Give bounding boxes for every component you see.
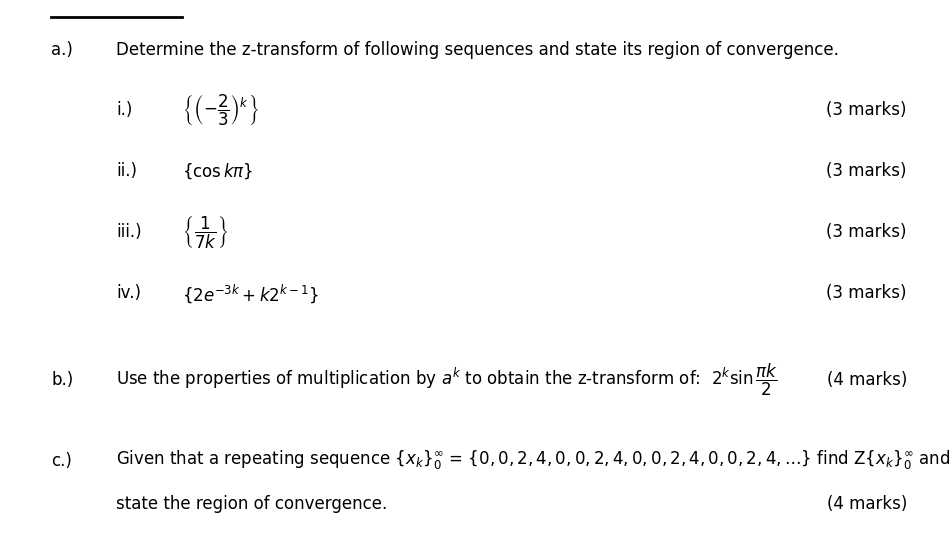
Text: iii.): iii.) [117,223,142,241]
Text: ii.): ii.) [117,162,138,180]
Text: $\left\{\left(-\dfrac{2}{3}\right)^k\right\}$: $\left\{\left(-\dfrac{2}{3}\right)^k\rig… [181,92,258,128]
Text: (3 marks): (3 marks) [827,223,907,241]
Text: $\{\cos k\pi\}$: $\{\cos k\pi\}$ [181,161,253,181]
Text: state the region of convergence.: state the region of convergence. [117,494,388,513]
Text: Use the properties of multiplication by $a^k$ to obtain the z-transform of:  $2^: Use the properties of multiplication by … [117,362,778,398]
Text: Given that a repeating sequence $\{x_k\}_0^\infty$ = $\{0,0,2,4,0,0,2,4,0,0,2,4,: Given that a repeating sequence $\{x_k\}… [117,449,949,472]
Text: (3 marks): (3 marks) [827,284,907,302]
Text: (4 marks): (4 marks) [827,371,907,389]
Text: c.): c.) [51,452,72,469]
Text: $\{2e^{-3k} + k2^{k-1}\}$: $\{2e^{-3k} + k2^{k-1}\}$ [181,282,318,304]
Text: i.): i.) [117,101,133,119]
Text: (3 marks): (3 marks) [827,101,907,119]
Text: Determine the z-transform of following sequences and state its region of converg: Determine the z-transform of following s… [117,41,839,59]
Text: iv.): iv.) [117,284,141,302]
Text: (4 marks): (4 marks) [827,494,907,513]
Text: a.): a.) [51,41,73,59]
Text: $\left\{\dfrac{1}{7k}\right\}$: $\left\{\dfrac{1}{7k}\right\}$ [181,214,228,250]
Text: b.): b.) [51,371,74,389]
Text: (3 marks): (3 marks) [827,162,907,180]
